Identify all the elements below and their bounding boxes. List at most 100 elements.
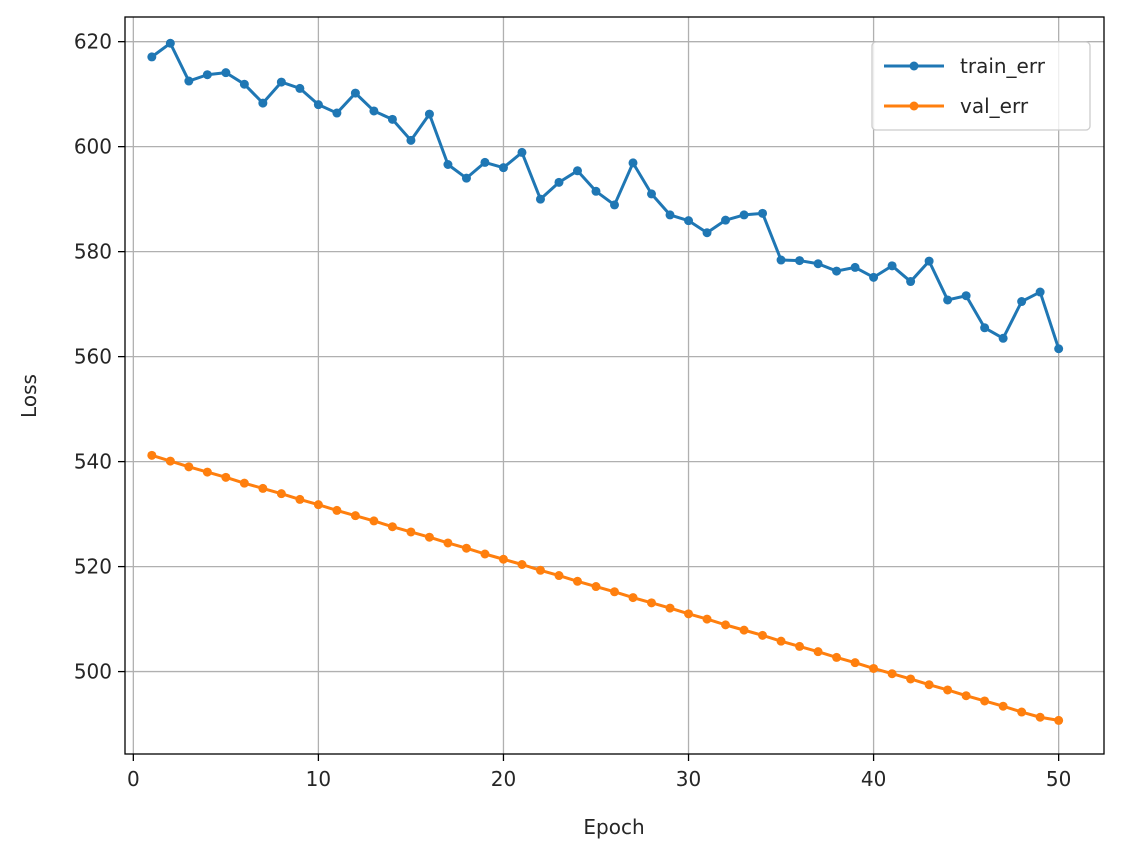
legend-box (871, 41, 1091, 131)
train-err-point (665, 210, 675, 220)
val-err-point (665, 603, 675, 613)
train-err-point (202, 70, 212, 80)
val-err-point (350, 511, 360, 521)
val-err-point (369, 516, 379, 526)
train-err-point (369, 106, 379, 116)
x-tick-label: 0 (127, 767, 140, 791)
y-tick-label: 500 (74, 660, 112, 684)
val-err-point (647, 598, 657, 608)
val-err-point (295, 494, 305, 504)
val-err-point (387, 522, 397, 532)
val-err-point (795, 641, 805, 651)
train-err-point (1035, 287, 1045, 297)
val-err-point (184, 462, 194, 472)
train-err-point (610, 200, 619, 210)
val-err-point (906, 674, 916, 684)
train-err-point (702, 228, 712, 238)
val-err-point (869, 663, 879, 673)
y-tick-label: 580 (74, 240, 112, 264)
train-err-point (1054, 344, 1064, 354)
y-tick-label: 560 (74, 345, 112, 369)
train-err-point (184, 76, 194, 86)
val-err-point (535, 565, 545, 575)
val-err-point (758, 630, 768, 640)
val-err-point (480, 549, 490, 559)
train-err-point (554, 177, 564, 187)
val-err-point (943, 685, 953, 695)
train-err-point (387, 114, 397, 124)
train-err-point (239, 79, 249, 89)
train-err-point (517, 147, 527, 157)
y-axis-label: Loss (17, 374, 41, 418)
train-err-point (165, 38, 175, 48)
val-err-point (591, 582, 601, 592)
plot-frame (124, 16, 1105, 755)
train-err-point (480, 157, 490, 167)
train-err-point (498, 163, 508, 173)
train-err-point (1017, 297, 1027, 307)
train-err-point (721, 215, 731, 225)
val-err-point (258, 483, 268, 493)
train-err-point (276, 77, 286, 87)
y-tick-label: 620 (74, 30, 112, 54)
train-err-point (406, 135, 416, 145)
val-err-point (721, 620, 731, 630)
val-err-point (924, 680, 934, 690)
x-tick-label: 20 (491, 767, 516, 791)
train-err-point (795, 256, 805, 266)
train-err-point (887, 261, 897, 271)
train-err-point (443, 160, 453, 169)
train-err-point (961, 291, 971, 301)
val-err-point (147, 450, 157, 460)
val-err-point (850, 658, 860, 668)
val-err-point (332, 505, 342, 515)
val-err-point (165, 456, 175, 466)
val-err-point (1017, 707, 1027, 717)
val-err-point (202, 467, 212, 477)
val-err-point (221, 472, 231, 482)
train-err-point (350, 88, 360, 98)
x-tick-label: 30 (676, 767, 701, 791)
y-tick-label: 520 (74, 555, 112, 579)
val-err-point (739, 625, 749, 635)
val-err-point (443, 538, 453, 548)
legend-val-label: val_err (960, 94, 1029, 118)
val-err-point (1054, 715, 1064, 725)
val-err-point (498, 554, 508, 564)
val-err-point (776, 636, 786, 646)
val-err-point (406, 527, 416, 537)
train-err-point (850, 262, 860, 272)
val-err-point (1035, 712, 1045, 722)
val-err-point (424, 532, 434, 542)
val-err-point (610, 587, 619, 597)
x-axis-label: Epoch (583, 815, 644, 839)
train-err-point (998, 333, 1008, 343)
legend-train-marker (909, 61, 919, 71)
val-err-point (517, 560, 527, 569)
val-err-point (813, 647, 823, 657)
legend: train_err val_err (871, 41, 1091, 131)
legend-train-label: train_err (960, 54, 1046, 78)
train-err-point (980, 323, 990, 333)
val-err-line (151, 453, 1059, 722)
x-tick-label: 40 (861, 767, 886, 791)
train-err-point (647, 189, 657, 199)
val-err-point (998, 701, 1008, 711)
train-err-point (147, 52, 157, 62)
train-err-point (832, 266, 842, 276)
train-err-point (943, 295, 953, 305)
val-err-point (832, 652, 842, 662)
train-err-point (906, 277, 916, 287)
train-err-point (684, 216, 694, 226)
train-err-point (776, 255, 786, 265)
train-err-point (535, 194, 545, 204)
train-err-point (924, 256, 934, 266)
val-err-point (554, 571, 564, 581)
val-err-point (628, 593, 638, 603)
val-err-point (684, 609, 694, 619)
val-err-point (887, 669, 897, 679)
train-err-point (591, 186, 601, 196)
val-err-point (313, 500, 323, 510)
val-err-point (461, 543, 471, 553)
